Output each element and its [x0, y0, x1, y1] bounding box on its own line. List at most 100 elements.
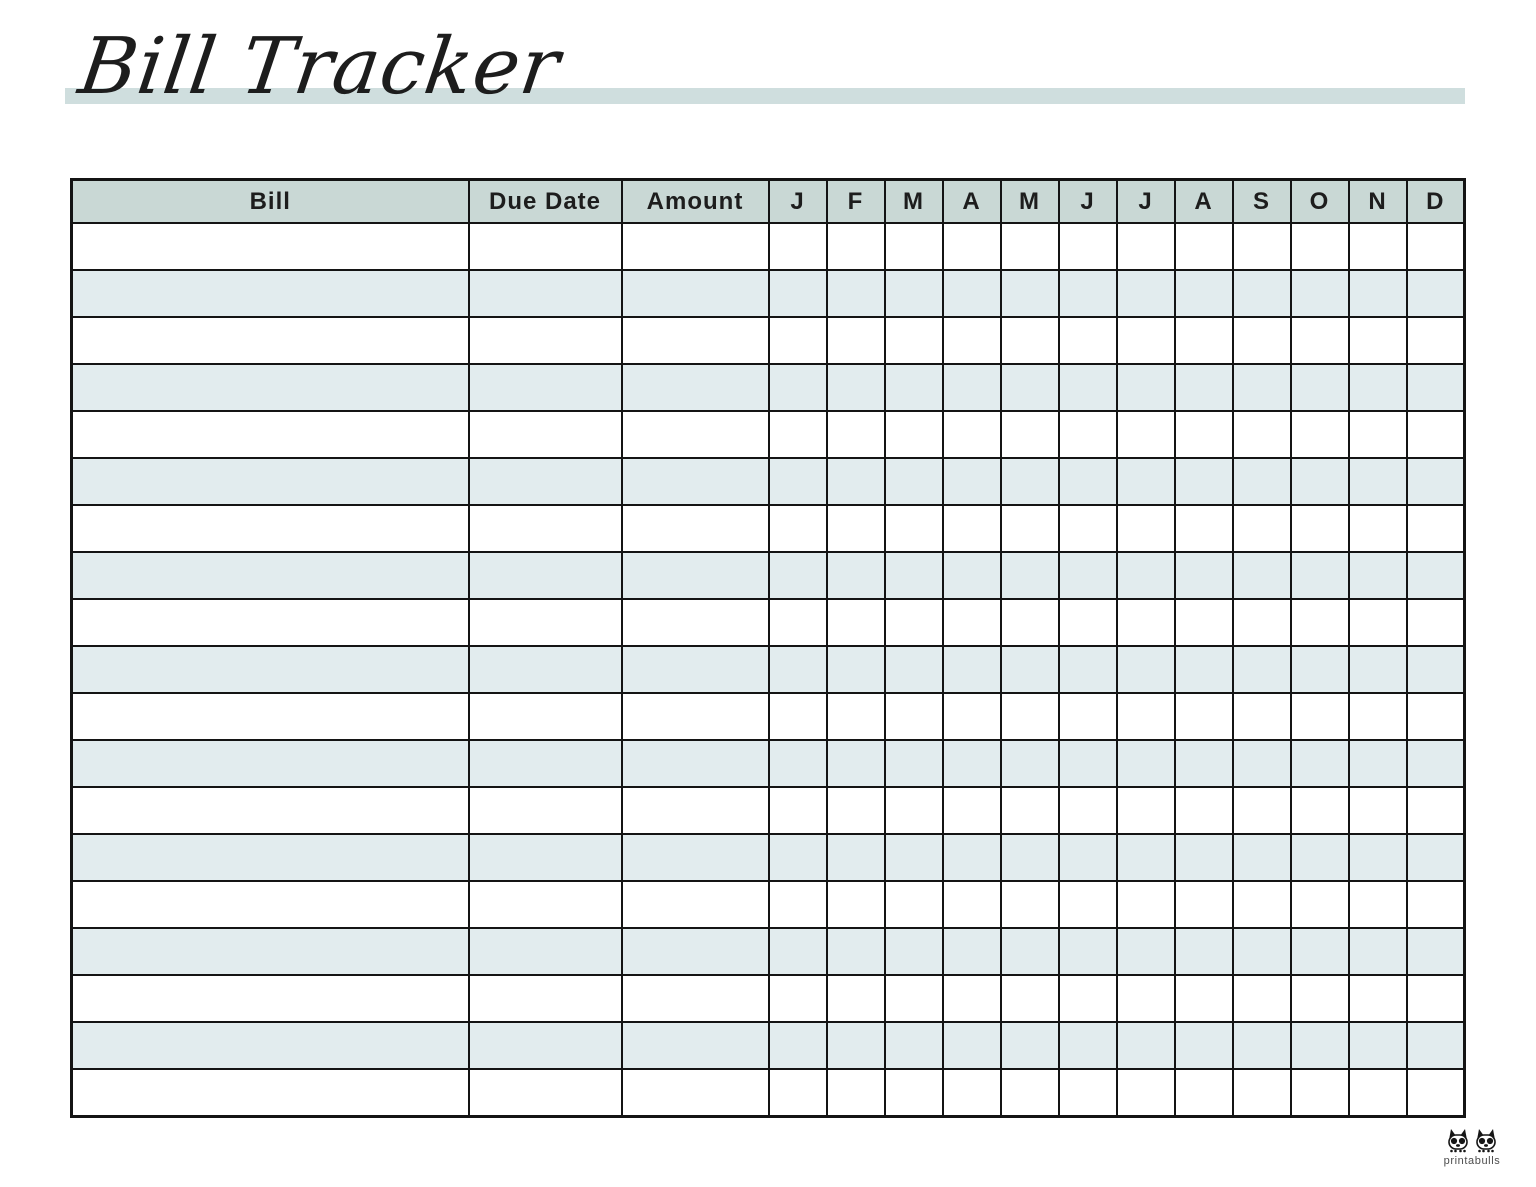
cell-month-4 — [999, 316, 1060, 365]
cell-month-4 — [999, 739, 1060, 788]
cell-due-date — [467, 880, 623, 929]
cell-month-9 — [1289, 222, 1350, 271]
cell-amount — [620, 222, 770, 271]
cell-month-3 — [941, 551, 1002, 600]
cell-month-11 — [1405, 222, 1466, 271]
cell-month-3 — [941, 786, 1002, 835]
cell-month-5 — [1057, 880, 1118, 929]
cell-month-0 — [767, 598, 828, 647]
cell-month-6 — [1115, 316, 1176, 365]
cell-month-8 — [1231, 363, 1292, 412]
cell-bill — [70, 645, 470, 694]
cell-month-2 — [883, 504, 944, 553]
table-row — [70, 222, 1466, 271]
cell-month-10 — [1347, 222, 1408, 271]
cell-month-2 — [883, 739, 944, 788]
cell-amount — [620, 457, 770, 506]
cell-month-1 — [825, 1068, 886, 1118]
cell-month-3 — [941, 974, 1002, 1023]
cell-month-1 — [825, 786, 886, 835]
cell-month-4 — [999, 927, 1060, 976]
cell-bill — [70, 974, 470, 1023]
cell-month-0 — [767, 974, 828, 1023]
cell-month-11 — [1405, 880, 1466, 929]
cell-month-9 — [1289, 410, 1350, 459]
table-row — [70, 786, 1466, 835]
cell-month-11 — [1405, 974, 1466, 1023]
cell-amount — [620, 1068, 770, 1118]
cell-bill — [70, 551, 470, 600]
cell-month-3 — [941, 269, 1002, 318]
cell-month-10 — [1347, 927, 1408, 976]
cell-month-3 — [941, 833, 1002, 882]
cell-bill — [70, 1021, 470, 1070]
cell-month-2 — [883, 316, 944, 365]
table-row — [70, 1021, 1466, 1070]
cell-month-4 — [999, 551, 1060, 600]
cell-month-5 — [1057, 316, 1118, 365]
cell-month-8 — [1231, 645, 1292, 694]
cell-month-9 — [1289, 786, 1350, 835]
cell-month-3 — [941, 692, 1002, 741]
brand-name: printabulls — [1443, 1155, 1501, 1167]
cell-month-2 — [883, 880, 944, 929]
cell-month-11 — [1405, 739, 1466, 788]
cell-month-0 — [767, 222, 828, 271]
cell-month-9 — [1289, 457, 1350, 506]
cell-month-2 — [883, 598, 944, 647]
cell-month-8 — [1231, 1021, 1292, 1070]
cell-month-10 — [1347, 1021, 1408, 1070]
cell-month-8 — [1231, 880, 1292, 929]
cell-month-7 — [1173, 222, 1234, 271]
header-month-9: O — [1289, 178, 1350, 224]
cell-month-11 — [1405, 927, 1466, 976]
cell-month-5 — [1057, 410, 1118, 459]
cell-month-9 — [1289, 880, 1350, 929]
cell-month-3 — [941, 739, 1002, 788]
cell-month-4 — [999, 880, 1060, 929]
cell-month-11 — [1405, 1068, 1466, 1118]
table-head: Bill Due Date Amount J F M A M J J A S O N D — [70, 178, 1466, 224]
cell-month-1 — [825, 551, 886, 600]
cell-bill — [70, 410, 470, 459]
cell-month-11 — [1405, 645, 1466, 694]
cell-month-8 — [1231, 692, 1292, 741]
table-row — [70, 504, 1466, 553]
cell-bill — [70, 222, 470, 271]
cell-month-0 — [767, 269, 828, 318]
cell-month-10 — [1347, 363, 1408, 412]
cell-month-1 — [825, 363, 886, 412]
cell-month-7 — [1173, 269, 1234, 318]
cell-month-0 — [767, 457, 828, 506]
cell-month-6 — [1115, 645, 1176, 694]
cell-month-11 — [1405, 786, 1466, 835]
header-month-7: A — [1173, 178, 1234, 224]
cell-month-8 — [1231, 551, 1292, 600]
cell-month-3 — [941, 927, 1002, 976]
cell-bill — [70, 786, 470, 835]
cell-month-11 — [1405, 833, 1466, 882]
cell-month-3 — [941, 222, 1002, 271]
cell-bill — [70, 363, 470, 412]
cell-month-2 — [883, 833, 944, 882]
cell-month-0 — [767, 692, 828, 741]
cell-month-9 — [1289, 692, 1350, 741]
cell-month-10 — [1347, 974, 1408, 1023]
cell-month-11 — [1405, 269, 1466, 318]
cell-month-7 — [1173, 1021, 1234, 1070]
cell-month-0 — [767, 504, 828, 553]
cell-month-5 — [1057, 833, 1118, 882]
cell-month-6 — [1115, 504, 1176, 553]
cell-bill — [70, 269, 470, 318]
cell-month-6 — [1115, 833, 1176, 882]
cell-month-7 — [1173, 504, 1234, 553]
cell-month-6 — [1115, 880, 1176, 929]
cell-bill — [70, 833, 470, 882]
cell-due-date — [467, 457, 623, 506]
cell-month-1 — [825, 974, 886, 1023]
table-row — [70, 410, 1466, 459]
cell-month-0 — [767, 316, 828, 365]
cell-month-3 — [941, 1021, 1002, 1070]
two-bulldogs-icon — [1448, 1129, 1496, 1153]
